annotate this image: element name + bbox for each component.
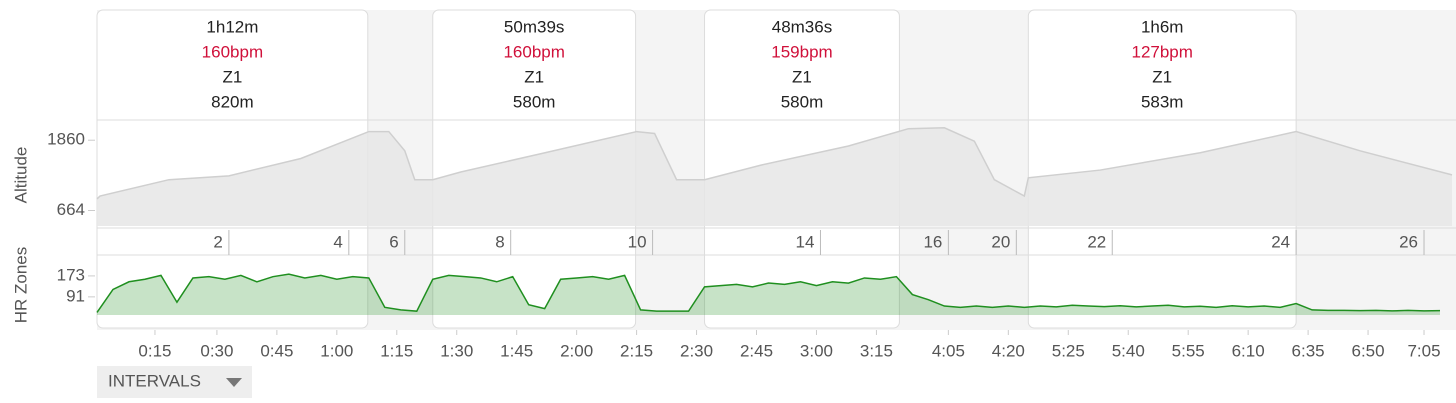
interval-zone: Z1 xyxy=(1152,67,1172,86)
interval-heart-rate: 159bpm xyxy=(771,42,832,61)
button-background[interactable] xyxy=(97,366,252,398)
distance-tick-label: 20 xyxy=(991,232,1010,251)
dropdown-icon[interactable] xyxy=(226,378,242,387)
x-tick-label: 0:45 xyxy=(260,341,293,360)
x-tick-label: 2:15 xyxy=(620,341,653,360)
x-tick-label: 7:05 xyxy=(1407,341,1440,360)
x-tick-label: 3:00 xyxy=(800,341,833,360)
x-tick-label: 1:00 xyxy=(320,341,353,360)
x-tick-label: 5:25 xyxy=(1052,341,1085,360)
x-tick-label: 5:55 xyxy=(1172,341,1205,360)
distance-tick-label: 6 xyxy=(389,232,398,251)
x-tick-label: 1:45 xyxy=(500,341,533,360)
x-tick-label: 3:15 xyxy=(860,341,893,360)
altitude-area xyxy=(97,127,1452,226)
interval-heart-rate: 127bpm xyxy=(1131,42,1192,61)
distance-tick-label: 22 xyxy=(1087,232,1106,251)
x-tick-label: 0:30 xyxy=(200,341,233,360)
interval-heart-rate: 160bpm xyxy=(202,42,263,61)
y-tick-label: 173 xyxy=(57,265,85,284)
plots xyxy=(96,127,1453,315)
x-tick-label: 5:40 xyxy=(1112,341,1145,360)
y-tick-label: 664 xyxy=(57,200,85,219)
distance-tick-label: 26 xyxy=(1399,232,1418,251)
y-tick-label: 1860 xyxy=(47,130,85,149)
interval-duration: 50m39s xyxy=(504,17,564,36)
interval-zone: Z1 xyxy=(222,67,242,86)
x-tick-label: 2:30 xyxy=(680,341,713,360)
distance-tick-label: 10 xyxy=(628,232,647,251)
x-tick-label: 1:30 xyxy=(440,341,473,360)
interval-distance: 583m xyxy=(1141,92,1184,111)
interval-zone: Z1 xyxy=(792,67,812,86)
y-tick-label: 91 xyxy=(66,286,85,305)
interval-duration: 48m36s xyxy=(772,17,832,36)
distance-tick-label: 4 xyxy=(333,232,342,251)
interval-duration: 1h12m xyxy=(206,17,258,36)
distance-tick-label: 16 xyxy=(923,232,942,251)
intervals-button[interactable]: INTERVALS xyxy=(97,366,252,398)
x-tick-label: 4:20 xyxy=(992,341,1025,360)
x-tick-label: 1:15 xyxy=(380,341,413,360)
interval-duration: 1h6m xyxy=(1141,17,1184,36)
distance-tick-label: 24 xyxy=(1271,232,1290,251)
x-tick-label: 0:15 xyxy=(138,341,171,360)
interval-distance: 820m xyxy=(211,92,254,111)
interval-zone: Z1 xyxy=(524,67,544,86)
interval-heart-rate: 160bpm xyxy=(503,42,564,61)
altitude-line xyxy=(96,127,1453,200)
x-tick-label: 4:05 xyxy=(932,341,965,360)
interval-distance: 580m xyxy=(513,92,556,111)
distance-tick-label: 2 xyxy=(213,232,222,251)
y-axis-title: HR Zones xyxy=(11,247,30,324)
x-tick-label: 2:45 xyxy=(740,341,773,360)
hr-area xyxy=(97,274,1441,315)
button-label[interactable]: INTERVALS xyxy=(108,371,201,390)
x-tick-label: 6:50 xyxy=(1352,341,1385,360)
interval-distance: 580m xyxy=(781,92,824,111)
distance-tick-label: 14 xyxy=(796,232,815,251)
y-axis-title: Altitude xyxy=(11,147,30,204)
x-tick-label: 2:00 xyxy=(560,341,593,360)
x-tick-label: 6:10 xyxy=(1232,341,1265,360)
x-tick-label: 6:35 xyxy=(1292,341,1325,360)
hr-line xyxy=(96,273,1441,313)
distance-tick-label: 8 xyxy=(495,232,504,251)
